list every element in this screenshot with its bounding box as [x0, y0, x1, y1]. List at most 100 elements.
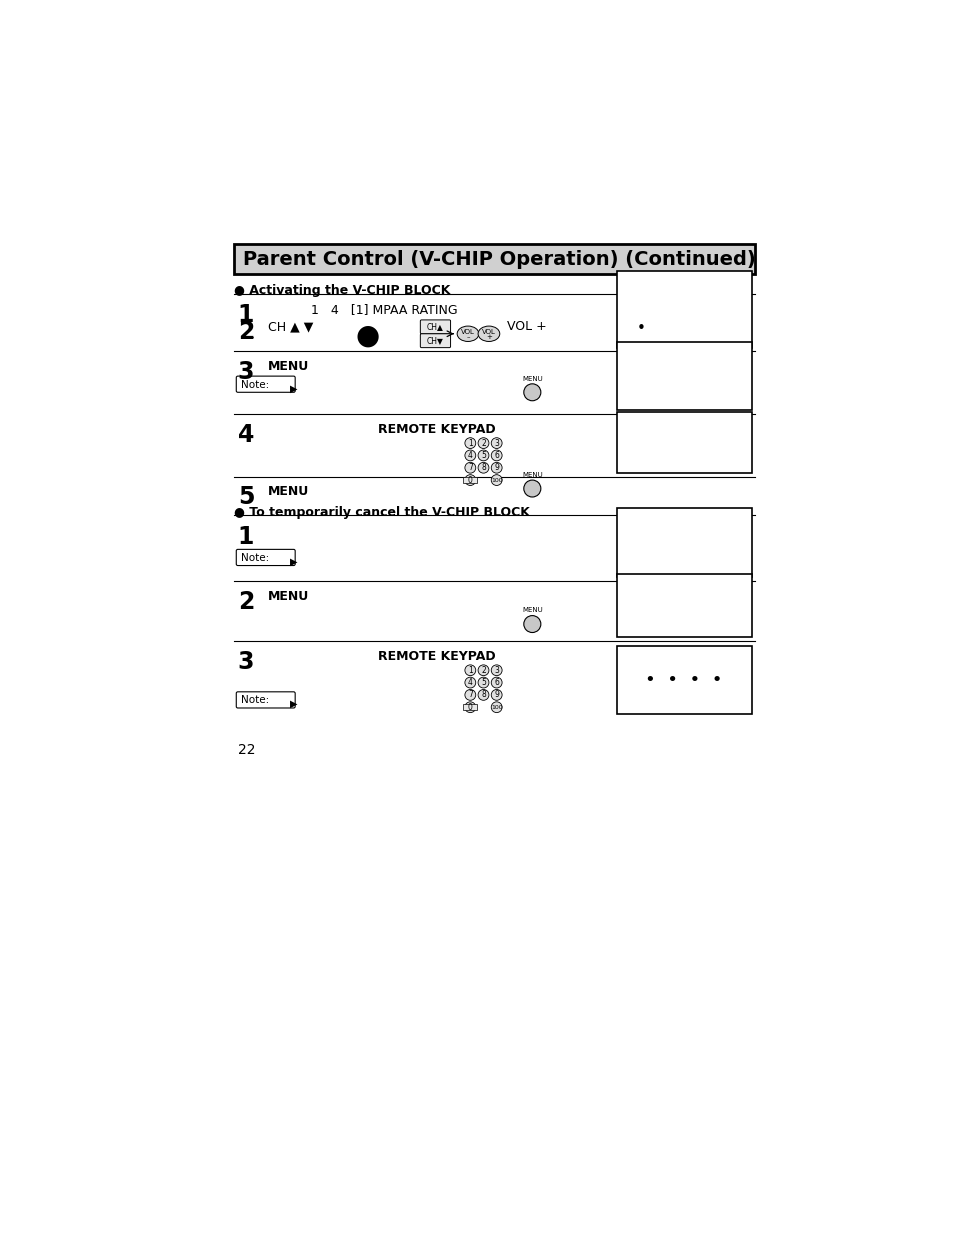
Circle shape — [491, 462, 501, 473]
Bar — [617, 411, 752, 473]
Text: Parent Control (V-CHIP Operation) (Continued): Parent Control (V-CHIP Operation) (Conti… — [243, 249, 755, 268]
Text: 9: 9 — [494, 690, 498, 699]
Circle shape — [477, 677, 488, 688]
Text: 1: 1 — [468, 666, 472, 674]
Circle shape — [477, 437, 488, 448]
Ellipse shape — [477, 326, 499, 341]
Text: VOL: VOL — [460, 330, 475, 335]
Text: 4: 4 — [237, 424, 253, 447]
Text: 8: 8 — [480, 463, 485, 472]
Bar — [617, 646, 752, 714]
Text: MENU: MENU — [268, 359, 309, 373]
Bar — [617, 342, 752, 410]
Text: 0: 0 — [467, 475, 473, 484]
Circle shape — [523, 615, 540, 632]
Text: ▶: ▶ — [290, 383, 297, 394]
Circle shape — [491, 689, 501, 700]
Text: 5: 5 — [237, 485, 254, 510]
Circle shape — [491, 701, 501, 713]
Text: 7: 7 — [467, 463, 473, 472]
Text: •  •  •  •: • • • • — [645, 672, 722, 689]
Text: 4: 4 — [467, 678, 473, 687]
Circle shape — [491, 664, 501, 676]
Bar — [617, 272, 752, 348]
Text: MENU: MENU — [521, 472, 542, 478]
Text: 1: 1 — [468, 438, 472, 447]
Circle shape — [491, 677, 501, 688]
Text: 3: 3 — [494, 666, 498, 674]
Text: CH▼: CH▼ — [427, 336, 443, 346]
Circle shape — [464, 701, 476, 713]
Text: 3: 3 — [494, 438, 498, 447]
Text: 100: 100 — [491, 478, 502, 483]
Text: REMOTE KEYPAD: REMOTE KEYPAD — [377, 651, 496, 663]
Text: 3: 3 — [237, 651, 254, 674]
Text: MENU: MENU — [521, 608, 542, 614]
Text: 2: 2 — [237, 590, 253, 614]
Text: 1: 1 — [237, 303, 253, 327]
Bar — [233, 245, 754, 274]
Ellipse shape — [456, 326, 478, 341]
Text: ▶: ▶ — [290, 699, 297, 709]
FancyBboxPatch shape — [420, 320, 450, 333]
Circle shape — [464, 437, 476, 448]
Text: MENU: MENU — [268, 485, 309, 499]
Text: REMOTE KEYPAD: REMOTE KEYPAD — [377, 424, 496, 436]
Text: 2: 2 — [237, 320, 253, 343]
Circle shape — [477, 664, 488, 676]
Text: –: – — [247, 331, 253, 345]
Circle shape — [464, 450, 476, 461]
Circle shape — [491, 474, 501, 485]
Text: 4: 4 — [467, 451, 473, 459]
Text: Note:: Note: — [241, 553, 269, 563]
Text: –: – — [466, 333, 469, 340]
Text: VOL: VOL — [481, 330, 496, 335]
Text: MENU: MENU — [521, 375, 542, 382]
Text: 6: 6 — [494, 451, 498, 459]
Circle shape — [464, 664, 476, 676]
Text: 1: 1 — [237, 525, 253, 548]
Bar — [617, 508, 752, 577]
Text: 100: 100 — [491, 705, 502, 710]
Bar — [617, 574, 752, 637]
Circle shape — [523, 480, 540, 496]
Text: ●: ● — [355, 321, 379, 350]
Text: 1   4   [1] MPAA RATING: 1 4 [1] MPAA RATING — [311, 303, 457, 316]
Bar — [462, 704, 476, 710]
Text: VOL +: VOL + — [506, 320, 546, 333]
Text: Note:: Note: — [241, 695, 269, 705]
Text: +: + — [485, 333, 492, 340]
Text: ▶: ▶ — [290, 557, 297, 567]
Text: ● To temporarily cancel the V-CHIP BLOCK: ● To temporarily cancel the V-CHIP BLOCK — [233, 506, 529, 519]
FancyBboxPatch shape — [236, 550, 294, 566]
FancyBboxPatch shape — [236, 692, 294, 708]
Text: 0: 0 — [467, 703, 473, 711]
Text: ● Activating the V-CHIP BLOCK: ● Activating the V-CHIP BLOCK — [233, 284, 450, 298]
Circle shape — [477, 689, 488, 700]
Text: CH ▲ ▼: CH ▲ ▼ — [268, 320, 314, 333]
Circle shape — [464, 689, 476, 700]
Text: 6: 6 — [494, 678, 498, 687]
FancyBboxPatch shape — [236, 377, 294, 393]
Circle shape — [464, 677, 476, 688]
Text: 5: 5 — [480, 451, 485, 459]
Text: 9: 9 — [494, 463, 498, 472]
Text: 5: 5 — [480, 678, 485, 687]
Text: 7: 7 — [467, 690, 473, 699]
Circle shape — [491, 437, 501, 448]
Text: 3: 3 — [237, 359, 254, 384]
Text: 2: 2 — [480, 666, 485, 674]
FancyBboxPatch shape — [420, 333, 450, 347]
Circle shape — [464, 474, 476, 485]
Circle shape — [464, 462, 476, 473]
Text: Note:: Note: — [241, 379, 269, 389]
Circle shape — [477, 450, 488, 461]
Text: MENU: MENU — [268, 590, 309, 603]
Text: •: • — [637, 321, 645, 336]
Text: CH▲: CH▲ — [427, 322, 443, 331]
Bar — [462, 477, 476, 483]
Circle shape — [477, 462, 488, 473]
Text: 2: 2 — [480, 438, 485, 447]
Circle shape — [523, 384, 540, 401]
Circle shape — [491, 450, 501, 461]
